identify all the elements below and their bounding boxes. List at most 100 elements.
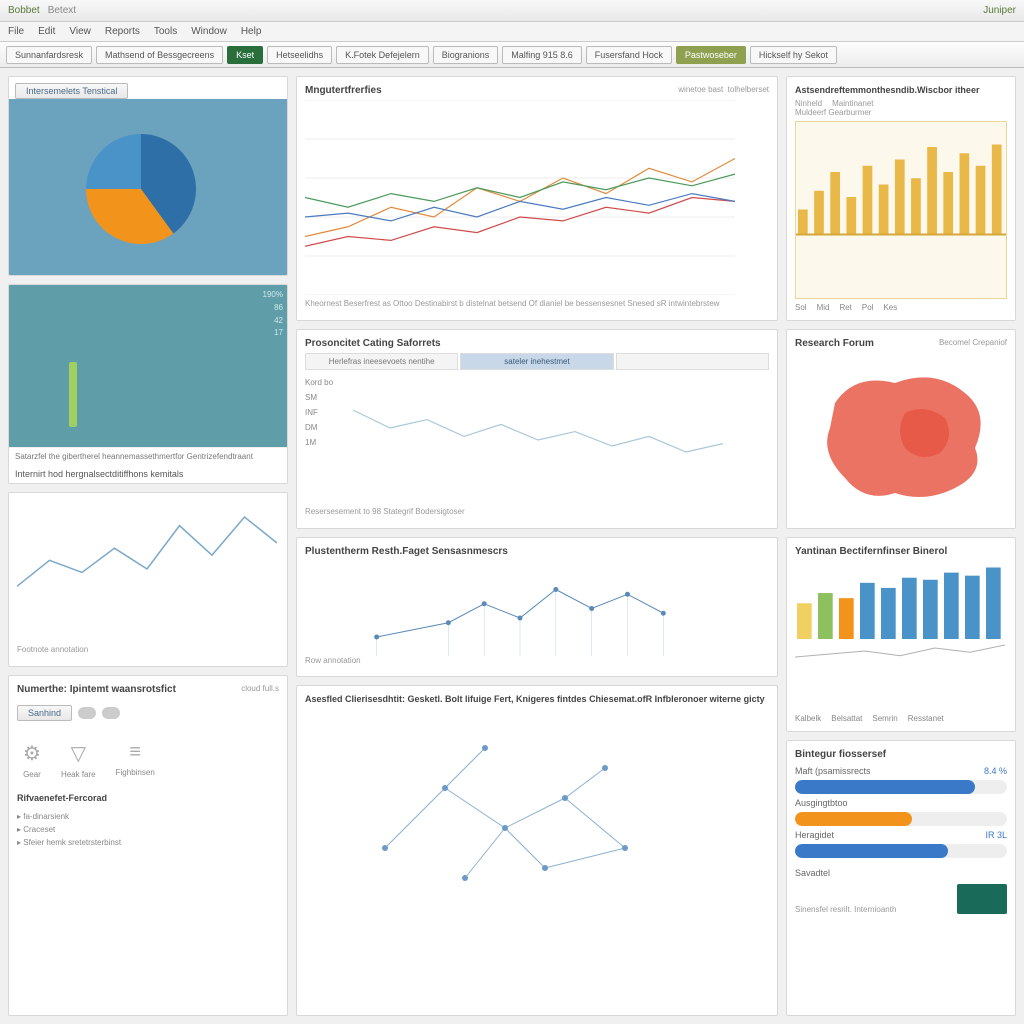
- progress-value: 8.4 %: [984, 766, 1007, 776]
- settings-title: Numerthe: Ipintemt waansrotsfict: [17, 684, 176, 695]
- toolbar-tab[interactable]: Biogranions: [433, 46, 499, 64]
- menu-item[interactable]: File: [8, 26, 24, 37]
- bar-chart-panel: Yantinan Bectifernfinser Binerol Kalbelk…: [786, 537, 1016, 732]
- settings-footer-item[interactable]: ▸ Craceset: [17, 824, 279, 837]
- toolbar-tab[interactable]: Hetseelidhs: [267, 46, 332, 64]
- pie-panel: Intersemelets Tenstical: [8, 76, 288, 276]
- scatter-footnote: Row annotation: [305, 656, 769, 665]
- secondary-title: Prosoncitet Cating Saforrets: [305, 338, 769, 349]
- toolbar-tab[interactable]: Kset: [227, 46, 263, 64]
- toolbar-tab[interactable]: K.Fotek Defejelern: [336, 46, 429, 64]
- secondary-chart: [353, 374, 769, 507]
- menu-item[interactable]: Edit: [38, 26, 55, 37]
- toolbar-tab[interactable]: Mathsend of Bessgecreens: [96, 46, 223, 64]
- legend-item: Kes: [883, 303, 897, 312]
- toolbar-tab[interactable]: Fusersfand Hock: [586, 46, 672, 64]
- scatter-title: Plustentherm Resth.Faget Sensasnmescrs: [305, 546, 769, 557]
- menu-item[interactable]: View: [69, 26, 91, 37]
- pie-chart: [9, 99, 287, 275]
- spark-chart: [17, 501, 279, 645]
- network-chart: [305, 708, 769, 1007]
- main-line-panel: Mngutertfrerfies winetoe bast tolhelbers…: [296, 76, 778, 321]
- titlebar: Bobbet Betext Juniper: [0, 0, 1024, 22]
- content: Intersemelets Tenstical 190%864217 Satar…: [0, 68, 1024, 1024]
- progress-bar: [795, 844, 1007, 858]
- map-r1: Becomel: [939, 338, 970, 347]
- toolbar-tab[interactable]: Hickself hy Sekot: [750, 46, 837, 64]
- map-title: Research Forum: [795, 338, 874, 349]
- progress-label: Maft (psamissrects: [795, 766, 871, 776]
- map-panel: Research Forum Becomel Crepaniof: [786, 329, 1016, 529]
- subtab[interactable]: Herlefras ineesevoets nentihe: [305, 353, 458, 370]
- side-label: Kord bo: [305, 378, 353, 387]
- scatter-chart: [305, 561, 769, 656]
- funnel-icon[interactable]: ▽Heak fare: [55, 735, 102, 785]
- mini-chart: [795, 121, 1007, 299]
- side-label: 1M: [305, 438, 353, 447]
- progress-footer-label: Savadtel: [795, 868, 830, 878]
- progress-panel: Bintegur fiossersef Maft (psamissrects 8.…: [786, 740, 1016, 1016]
- scatter-panel: Plustentherm Resth.Faget Sensasnmescrs R…: [296, 537, 778, 677]
- left-column: Intersemelets Tenstical 190%864217 Satar…: [8, 76, 288, 1016]
- toolbar-tab[interactable]: Pastwoseber: [676, 46, 746, 64]
- bar-chart: [795, 561, 1007, 710]
- side-label: DM: [305, 423, 353, 432]
- legend-item: Resstanet: [908, 714, 944, 723]
- toggle-2[interactable]: [102, 707, 120, 719]
- main-line-title: Mngutertfrerfies: [305, 85, 382, 96]
- mini-sub: Muldeerf Gearburmer: [795, 108, 1007, 117]
- app-name: Bobbet: [8, 5, 40, 16]
- settings-button[interactable]: Sanhind: [17, 705, 72, 721]
- bar-title: Yantinan Bectifernfinser Binerol: [795, 546, 1007, 557]
- progress-value: IR 3L: [985, 830, 1007, 840]
- network-panel: Asesfled Clierisesdhtit: Gesketl. Bolt l…: [296, 685, 778, 1016]
- pie-panel-button[interactable]: Intersemelets Tenstical: [15, 83, 128, 99]
- main-line-footnote: Kheornest Beserfrest as Ottoo Destinabir…: [305, 299, 769, 308]
- settings-subtitle: Rifvaenefet-Fercorad: [17, 793, 279, 803]
- teal-panel: 190%864217 Satarzfel the gibertherel hea…: [8, 284, 288, 484]
- app-root: Bobbet Betext Juniper File Edit View Report…: [0, 0, 1024, 1024]
- legend-item: Ret: [839, 303, 851, 312]
- network-title: Asesfled Clierisesdhtit: Gesketl. Bolt l…: [305, 694, 769, 704]
- toggle-1[interactable]: [78, 707, 96, 719]
- mini-chart-panel: Astsendreftemmonthesndib.Wiscbor itheer …: [786, 76, 1016, 321]
- main-line-r2: tolhelberset: [728, 85, 769, 94]
- layers-icon[interactable]: ≡Fighbinsen: [110, 735, 161, 785]
- toolbar-tab[interactable]: Sunnanfardsresk: [6, 46, 92, 64]
- menu-item[interactable]: Window: [191, 26, 227, 37]
- teal-caption-1: Satarzfel the gibertherel heannemassethm…: [9, 447, 287, 465]
- gear-icon[interactable]: ⚙Gear: [17, 735, 47, 785]
- main-line-chart: [305, 100, 769, 295]
- toolbar-tab[interactable]: Malfing 915 8.6: [502, 46, 582, 64]
- side-label: INF: [305, 408, 353, 417]
- subtab[interactable]: [616, 353, 769, 370]
- titlebar-right: Juniper: [983, 5, 1016, 16]
- settings-footer-item[interactable]: ▸ fa-dinarsienk: [17, 811, 279, 824]
- settings-footer-item[interactable]: ▸ Sfeier hemk sretetrsterbinst: [17, 837, 279, 850]
- subtab[interactable]: sateler inehestmet: [460, 353, 613, 370]
- mini-r1: Ninheld: [795, 99, 822, 108]
- mini-title: Astsendreftemmonthesndib.Wiscbor itheer: [795, 85, 979, 95]
- menu-item[interactable]: Help: [241, 26, 262, 37]
- mini-block-icon: [957, 884, 1007, 914]
- legend-item: Sol: [795, 303, 807, 312]
- map-r2: Crepaniof: [972, 338, 1007, 347]
- main-line-r1: winetoe bast: [678, 85, 723, 94]
- map-region: [795, 353, 1007, 520]
- mini-r2: Maintinanet: [832, 99, 873, 108]
- progress-bar: [795, 812, 1007, 826]
- legend-item: Semrin: [872, 714, 897, 723]
- secondary-footnote: Resersesement to 98 Stategrif Bodersigto…: [305, 507, 769, 516]
- legend-item: Kalbelk: [795, 714, 821, 723]
- settings-right: cloud full.s: [241, 684, 279, 699]
- right-column: Astsendreftemmonthesndib.Wiscbor itheer …: [786, 76, 1016, 1016]
- menu-item[interactable]: Reports: [105, 26, 140, 37]
- side-label: SM: [305, 393, 353, 402]
- menubar: File Edit View Reports Tools Window Help: [0, 22, 1024, 42]
- teal-caption-2: Internirt hod hergnalsectditiffhons kemi…: [9, 465, 287, 483]
- progress-title: Bintegur fiossersef: [795, 749, 1007, 760]
- menu-item[interactable]: Tools: [154, 26, 177, 37]
- spark-footer: Footnote annotation: [17, 645, 279, 654]
- middle-column: Mngutertfrerfies winetoe bast tolhelbers…: [296, 76, 778, 1016]
- legend-item: Belsattat: [831, 714, 862, 723]
